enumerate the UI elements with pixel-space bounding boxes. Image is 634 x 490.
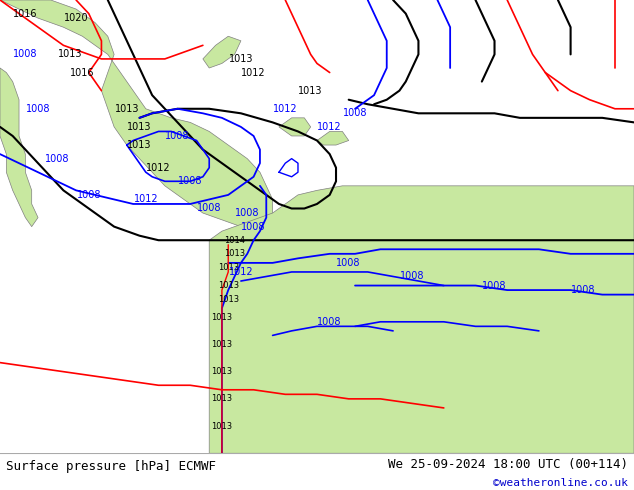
Text: 1020: 1020 bbox=[64, 13, 88, 23]
Text: 1013: 1013 bbox=[217, 263, 239, 272]
Text: ©weatheronline.co.uk: ©weatheronline.co.uk bbox=[493, 478, 628, 488]
Text: 1016: 1016 bbox=[70, 68, 94, 77]
Text: 1008: 1008 bbox=[318, 317, 342, 327]
Text: 1012: 1012 bbox=[229, 267, 253, 277]
Text: 1012: 1012 bbox=[134, 195, 158, 204]
Text: 1013: 1013 bbox=[211, 394, 233, 403]
Text: 1016: 1016 bbox=[13, 9, 37, 19]
Text: 1013: 1013 bbox=[115, 104, 139, 114]
Text: 1013: 1013 bbox=[224, 249, 245, 258]
Text: 1008: 1008 bbox=[337, 258, 361, 268]
Text: 1014: 1014 bbox=[224, 236, 245, 245]
Text: 1013: 1013 bbox=[229, 54, 253, 64]
Text: 1012: 1012 bbox=[318, 122, 342, 132]
Text: 1008: 1008 bbox=[400, 271, 424, 281]
Text: 1013: 1013 bbox=[217, 294, 239, 304]
Text: 1012: 1012 bbox=[146, 163, 171, 172]
Text: 1013: 1013 bbox=[217, 281, 239, 290]
Text: 1013: 1013 bbox=[211, 313, 233, 322]
Text: 1008: 1008 bbox=[13, 49, 37, 59]
Text: 1013: 1013 bbox=[211, 367, 233, 376]
Text: 1008: 1008 bbox=[482, 281, 507, 291]
Text: 1012: 1012 bbox=[273, 104, 297, 114]
Text: 1008: 1008 bbox=[235, 208, 259, 218]
Text: 1013: 1013 bbox=[211, 340, 233, 349]
Text: 1008: 1008 bbox=[571, 285, 595, 295]
Text: 1008: 1008 bbox=[197, 203, 221, 214]
Text: 1013: 1013 bbox=[58, 49, 82, 59]
Text: 1008: 1008 bbox=[242, 221, 266, 232]
Text: 1013: 1013 bbox=[127, 122, 152, 132]
Text: Surface pressure [hPa] ECMWF: Surface pressure [hPa] ECMWF bbox=[6, 460, 216, 473]
Text: 1013: 1013 bbox=[127, 140, 152, 150]
Text: 1008: 1008 bbox=[45, 154, 69, 164]
Text: 1008: 1008 bbox=[178, 176, 202, 186]
Text: 1013: 1013 bbox=[211, 421, 233, 431]
Text: 1008: 1008 bbox=[26, 104, 50, 114]
Text: 1012: 1012 bbox=[242, 68, 266, 77]
Text: 1013: 1013 bbox=[299, 86, 323, 96]
Text: We 25-09-2024 18:00 UTC (00+114): We 25-09-2024 18:00 UTC (00+114) bbox=[387, 458, 628, 471]
Text: 1008: 1008 bbox=[77, 190, 101, 200]
Text: 1008: 1008 bbox=[343, 108, 367, 118]
Text: 1008: 1008 bbox=[165, 131, 190, 141]
